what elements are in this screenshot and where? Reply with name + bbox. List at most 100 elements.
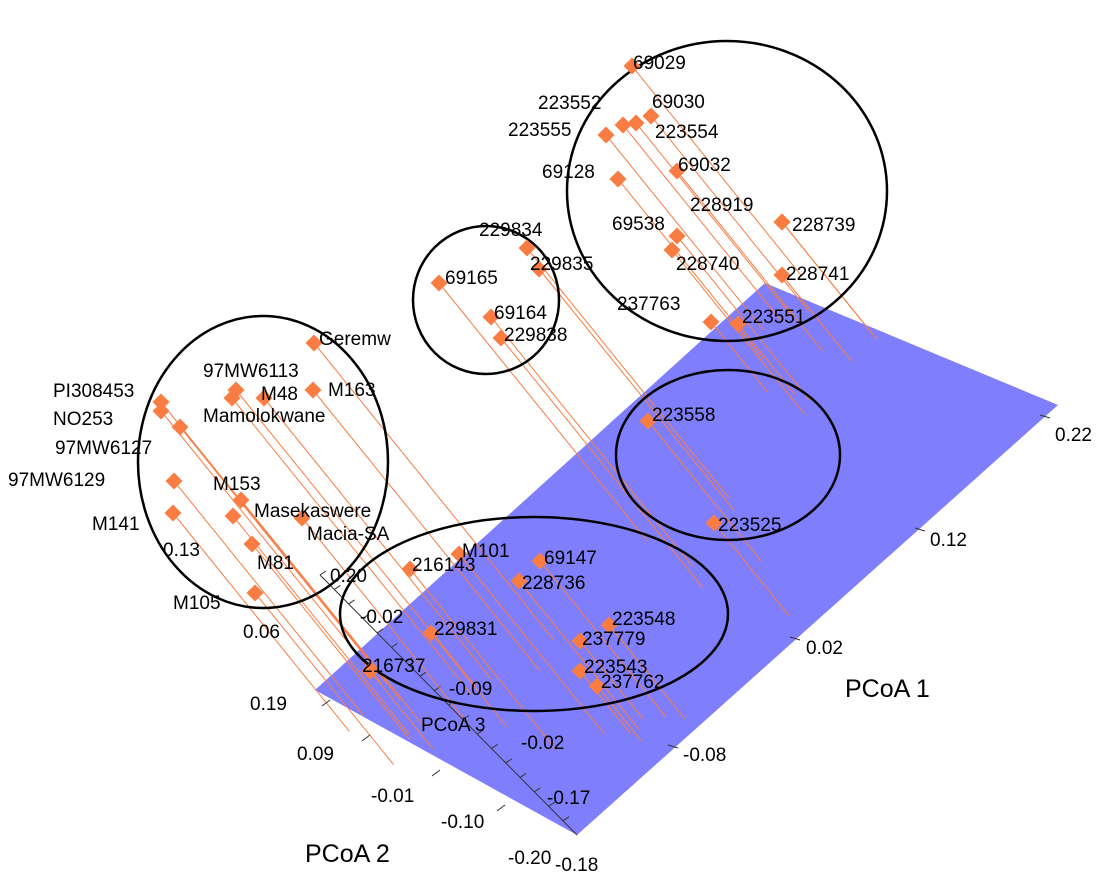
data-point-marker <box>773 213 791 231</box>
data-point-marker <box>304 381 322 399</box>
z-axis-tick <box>477 729 484 735</box>
data-point-marker <box>518 239 536 257</box>
z-axis-tick <box>376 628 384 634</box>
drop-line <box>781 221 871 332</box>
plane-tick-marks <box>321 414 1051 812</box>
data-point-label: M105 <box>173 593 221 614</box>
drop-lines <box>160 65 877 765</box>
data-point-label: NO253 <box>53 409 113 430</box>
data-point-marker <box>255 389 273 407</box>
data-point-label: M81 <box>257 553 294 574</box>
z-axis-tick <box>405 657 413 663</box>
data-point-label: M141 <box>92 514 140 535</box>
plane-tick <box>789 636 801 641</box>
drop-line <box>409 568 556 749</box>
data-point-label: 223525 <box>718 515 781 536</box>
data-point-label: 69165 <box>445 268 498 289</box>
drop-line <box>179 426 401 701</box>
markers <box>152 57 791 695</box>
data-point-marker <box>165 472 183 490</box>
z-axis-tick <box>434 686 441 692</box>
plane-tick <box>321 699 331 707</box>
data-point-label: Mamolokwane <box>203 406 326 427</box>
drop-line <box>500 337 703 588</box>
data-point-marker <box>609 170 627 188</box>
data-point-label: 228919 <box>690 195 753 216</box>
x-axis-tick-labels: 0.22 0.12 0.02 -0.08 -0.18 <box>555 425 1092 876</box>
data-point-label: 69147 <box>544 548 597 569</box>
plane-tick <box>667 744 679 749</box>
drop-line <box>622 124 781 321</box>
z-tick-label: 0.06 <box>243 622 280 643</box>
data-point-label: 216143 <box>412 555 475 576</box>
drop-line <box>605 134 764 331</box>
data-point-marker <box>668 162 686 180</box>
data-point-marker <box>668 227 686 245</box>
drop-line <box>647 420 762 562</box>
data-point-marker <box>171 418 189 436</box>
cluster-ellipse-left <box>136 314 390 610</box>
drop-line <box>430 632 507 727</box>
data-point-label: 216737 <box>362 656 425 677</box>
drop-line <box>781 274 852 362</box>
drop-line <box>713 522 790 617</box>
y-axis-tick-labels: 0.19 0.09 -0.01 -0.10 -0.20 <box>250 694 551 869</box>
data-point-marker <box>773 266 791 284</box>
drop-line <box>160 401 389 684</box>
data-point-marker <box>361 662 379 680</box>
data-point-label: 223552 <box>538 93 601 114</box>
plane-tick <box>914 527 926 532</box>
data-point-marker <box>614 116 632 134</box>
data-point-label: 69164 <box>494 303 547 324</box>
x-tick-label: 0.12 <box>930 530 967 551</box>
plane-tick <box>496 804 506 812</box>
data-point-label: PI308453 <box>53 381 134 402</box>
data-point-label: 223551 <box>742 307 805 328</box>
cluster-ellipse-plane-bottom <box>338 515 730 713</box>
data-point-label: M101 <box>462 541 510 562</box>
drop-line <box>301 517 467 722</box>
data-point-marker <box>729 315 747 333</box>
data-point-label: 97MW6129 <box>8 470 105 491</box>
drop-line <box>538 268 735 512</box>
data-point-label: M163 <box>328 380 376 401</box>
data-point-marker <box>639 412 657 430</box>
data-point-marker <box>623 57 641 75</box>
drop-line <box>235 389 476 687</box>
drop-line <box>313 342 554 640</box>
drop-line <box>251 543 410 740</box>
plane-tick <box>361 734 371 742</box>
data-point-label: 69538 <box>612 214 665 235</box>
drop-line <box>539 560 667 718</box>
drop-line <box>254 592 394 765</box>
z-axis-tick <box>534 787 541 793</box>
cluster-ellipses <box>136 39 889 713</box>
data-point-marker <box>401 560 419 578</box>
z-axis-tick <box>391 642 398 648</box>
data-point-marker <box>642 107 660 125</box>
data-point-label: 69032 <box>678 155 731 176</box>
data-point-label: 69128 <box>542 162 595 183</box>
data-point-marker <box>164 504 182 522</box>
z-axis-title: PCoA 3 <box>421 715 485 736</box>
data-point-marker <box>627 114 645 132</box>
drop-line <box>438 282 648 541</box>
z-axis-tick <box>334 585 341 590</box>
data-point-marker <box>243 535 261 553</box>
drop-line <box>518 580 640 730</box>
cluster-ellipse-plane-right <box>614 368 842 542</box>
drop-line <box>160 410 382 685</box>
data-point-marker <box>246 584 264 602</box>
data-point-label: 223548 <box>612 609 675 630</box>
data-point-label: 229831 <box>434 619 497 640</box>
data-point-marker <box>702 313 720 331</box>
data-point-label: 237779 <box>582 629 645 650</box>
z-axis-tick <box>548 801 556 807</box>
y-tick-label: -0.10 <box>441 812 484 833</box>
z-tick-label: 0.20 <box>330 566 367 587</box>
drop-line <box>240 499 425 727</box>
z-axis-line <box>319 574 578 836</box>
data-point-marker <box>232 491 250 509</box>
